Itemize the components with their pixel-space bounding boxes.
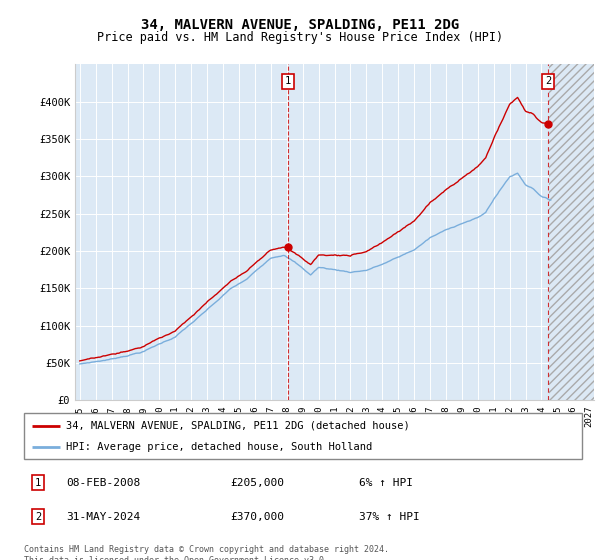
Text: £205,000: £205,000 [230,478,284,488]
Text: 34, MALVERN AVENUE, SPALDING, PE11 2DG (detached house): 34, MALVERN AVENUE, SPALDING, PE11 2DG (… [66,421,410,431]
Text: 1: 1 [35,478,41,488]
Text: 2: 2 [545,76,551,86]
FancyBboxPatch shape [24,413,582,459]
Text: 08-FEB-2008: 08-FEB-2008 [66,478,140,488]
Text: £370,000: £370,000 [230,512,284,522]
Bar [550,64,594,400]
Text: 1: 1 [285,76,291,86]
Text: 37% ↑ HPI: 37% ↑ HPI [359,512,419,522]
Text: 31-MAY-2024: 31-MAY-2024 [66,512,140,522]
Text: 34, MALVERN AVENUE, SPALDING, PE11 2DG: 34, MALVERN AVENUE, SPALDING, PE11 2DG [141,18,459,32]
Text: HPI: Average price, detached house, South Holland: HPI: Average price, detached house, Sout… [66,442,372,452]
Text: 2: 2 [35,512,41,522]
Text: Price paid vs. HM Land Registry's House Price Index (HPI): Price paid vs. HM Land Registry's House … [97,31,503,44]
Text: 6% ↑ HPI: 6% ↑ HPI [359,478,413,488]
Text: Contains HM Land Registry data © Crown copyright and database right 2024.
This d: Contains HM Land Registry data © Crown c… [24,545,389,560]
